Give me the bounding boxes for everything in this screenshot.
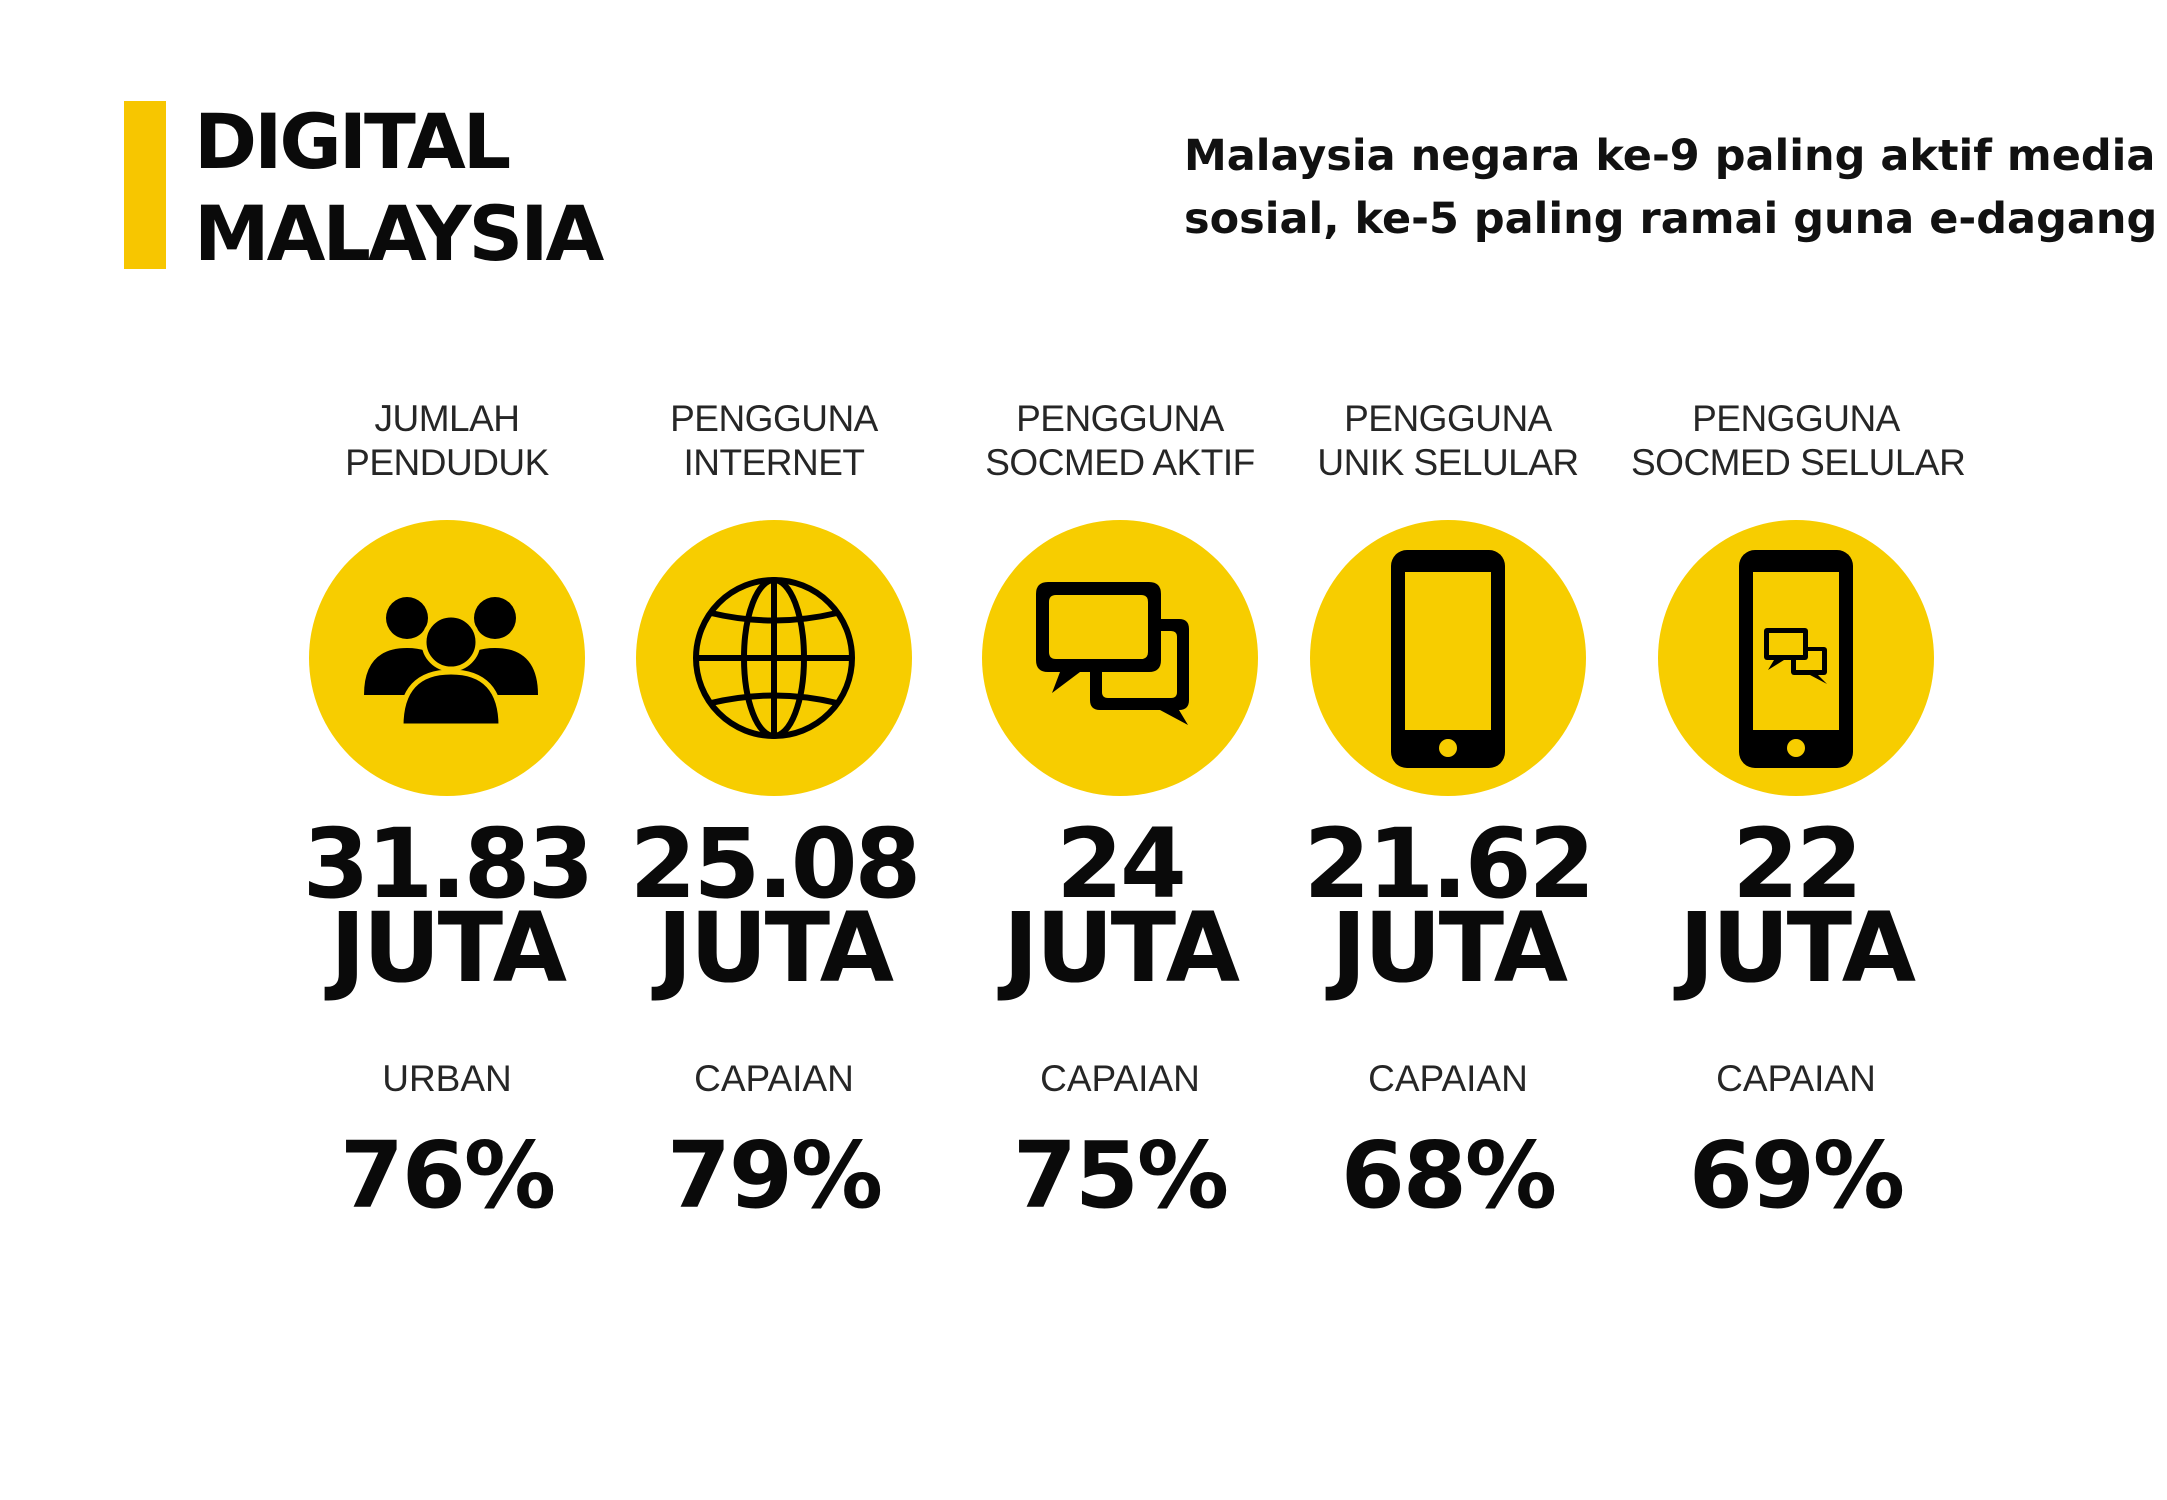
stat-unit: JUTA: [1679, 892, 1916, 1004]
mobile-chat-icon: [1658, 520, 1934, 796]
stat-number: 21.62: [1303, 808, 1596, 920]
stat-label-line-2: INTERNET: [683, 442, 866, 483]
headline: Malaysia negara ke-9 paling aktif media …: [1184, 125, 2158, 251]
headline-line-1: Malaysia negara ke-9 paling aktif media: [1184, 131, 2156, 181]
stat-column-mobile-socmed: PENGGUNA SOCMED SELULAR 22 JUTA CAPAIAN …: [1631, 0, 1966, 1300]
stat-label-line-2: PENDUDUK: [345, 442, 549, 483]
stat-label-line-1: PENGGUNA: [1016, 398, 1224, 439]
stat-label: PENGGUNA UNIK SELULAR: [1283, 397, 1613, 485]
stat-percent: 68%: [1340, 1122, 1557, 1229]
page-title-line-1: DIGITAL: [194, 97, 511, 186]
stat-number: 31.83: [302, 808, 595, 920]
stat-percent: 76%: [339, 1122, 556, 1229]
stat-sub-label: CAPAIAN: [1368, 1058, 1528, 1099]
chat-bubbles-icon: [982, 520, 1258, 796]
stat-percent: 79%: [666, 1122, 883, 1229]
stat-value: 21.62 JUTA: [1253, 808, 1643, 1004]
stat-column-mobile-unique: PENGGUNA UNIK SELULAR 21.62 JUTA CAPAIAN…: [1283, 0, 1613, 1300]
stat-percent: 69%: [1688, 1122, 1905, 1229]
mobile-phone-icon: [1310, 520, 1586, 796]
stat-sub-label: CAPAIAN: [1716, 1058, 1876, 1099]
stat-sub-label: CAPAIAN: [1040, 1058, 1200, 1099]
stat-unit: JUTA: [330, 892, 567, 1004]
stat-label-line-1: PENGGUNA: [1692, 398, 1900, 439]
stat-sub-label: CAPAIAN: [694, 1058, 854, 1099]
stat-label-line-1: JUMLAH: [374, 398, 520, 439]
stat-label-line-1: PENGGUNA: [670, 398, 878, 439]
stat-value: 24 JUTA: [925, 808, 1315, 1004]
stat-label-line-1: PENGGUNA: [1344, 398, 1552, 439]
title-accent-bar: [124, 101, 166, 269]
stat-number: 25.08: [629, 808, 922, 920]
stat-column-internet: PENGGUNA INTERNET 25.08 JUTA CAPAIAN 79%: [609, 0, 939, 1300]
stat-number: 22: [1732, 808, 1863, 920]
stat-number: 24: [1056, 808, 1187, 920]
stat-value: 22 JUTA: [1601, 808, 1991, 1004]
stat-unit: JUTA: [1003, 892, 1240, 1004]
stat-label: JUMLAH PENDUDUK: [282, 397, 612, 485]
globe-icon: [636, 520, 912, 796]
stat-column-socmed-active: PENGGUNA SOCMED AKTIF 24 JUTA CAPAIAN 75…: [955, 0, 1285, 1300]
stat-unit: JUTA: [657, 892, 894, 1004]
stat-value: 31.83 JUTA: [252, 808, 642, 1004]
stat-label-line-2: UNIK SELULAR: [1317, 442, 1579, 483]
stat-label-line-2: SOCMED AKTIF: [985, 442, 1255, 483]
stat-percent: 75%: [1012, 1122, 1229, 1229]
stat-label: PENGGUNA INTERNET: [609, 397, 939, 485]
headline-line-2: sosial, ke-5 paling ramai guna e-dagang: [1184, 194, 2158, 244]
stat-unit: JUTA: [1331, 892, 1568, 1004]
stat-label-line-2: SOCMED SELULAR: [1631, 442, 1966, 483]
stat-label: PENGGUNA SOCMED SELULAR: [1631, 397, 1966, 485]
stat-column-population: JUMLAH PENDUDUK 31.83 JUTA URBAN 76%: [282, 0, 612, 1300]
stat-value: 25.08 JUTA: [579, 808, 969, 1004]
people-group-icon: [309, 520, 585, 796]
page-title-line-2: MALAYSIA: [194, 189, 604, 278]
stat-label: PENGGUNA SOCMED AKTIF: [955, 397, 1285, 485]
stat-sub-label: URBAN: [382, 1058, 512, 1099]
